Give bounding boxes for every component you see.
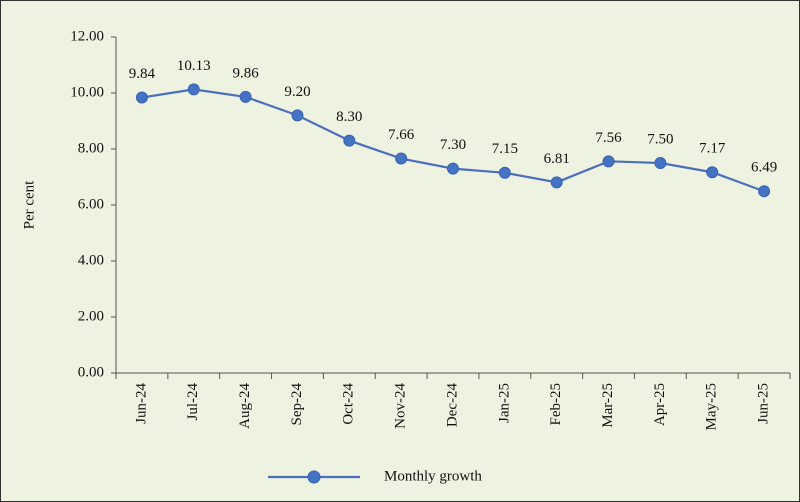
y-tick-label: 12.00 — [70, 28, 104, 44]
data-label: 6.81 — [544, 151, 570, 167]
data-label: 7.15 — [492, 141, 518, 157]
legend-label: Monthly growth — [384, 468, 482, 484]
data-label: 7.56 — [595, 130, 622, 146]
y-tick-label: 6.00 — [78, 196, 104, 212]
data-label: 9.20 — [284, 84, 310, 100]
y-tick-label: 10.00 — [70, 84, 104, 100]
point — [135, 91, 148, 104]
data-label: 9.86 — [232, 65, 259, 81]
point — [239, 90, 252, 103]
x-tick-label: Aug-24 — [237, 383, 253, 429]
point — [291, 109, 304, 122]
point — [187, 83, 200, 96]
data-label: 9.84 — [129, 66, 156, 82]
x-tick-label: Jun-24 — [133, 383, 149, 424]
point — [395, 152, 408, 165]
data-label: 7.66 — [388, 127, 415, 143]
x-tick-label: Jul-24 — [185, 383, 201, 421]
data-label: 10.13 — [177, 58, 211, 74]
data-label: 7.30 — [440, 137, 466, 153]
data-label: 6.49 — [751, 160, 777, 176]
x-tick-label: Feb-25 — [548, 383, 564, 426]
point — [343, 134, 356, 147]
point — [498, 166, 511, 179]
x-tick-label: Mar-25 — [600, 383, 616, 428]
x-tick-label: Jun-25 — [756, 383, 772, 424]
data-label: 8.30 — [336, 109, 362, 125]
point — [447, 162, 459, 175]
legend-marker — [307, 470, 321, 484]
y-tick-label: 8.00 — [78, 140, 104, 156]
x-tick-label: Jan-25 — [496, 383, 512, 423]
point — [758, 185, 771, 198]
data-label: 7.17 — [699, 141, 726, 157]
point — [602, 155, 615, 168]
x-tick-label: Nov-24 — [393, 383, 409, 429]
x-tick-label: Sep-24 — [289, 383, 305, 426]
x-tick-label: Apr-25 — [652, 383, 668, 426]
x-tick-label: Oct-24 — [341, 383, 357, 425]
point — [654, 157, 667, 169]
y-axis-label: Per cent — [21, 180, 37, 230]
point — [550, 176, 563, 189]
y-tick-label: 0.00 — [78, 364, 104, 380]
x-tick-label: May-25 — [704, 383, 720, 431]
y-tick-label: 4.00 — [78, 252, 104, 268]
data-label: 7.50 — [647, 131, 673, 147]
y-tick-label: 2.00 — [78, 308, 104, 324]
point — [706, 166, 719, 179]
x-tick-label: Dec-24 — [444, 383, 460, 428]
